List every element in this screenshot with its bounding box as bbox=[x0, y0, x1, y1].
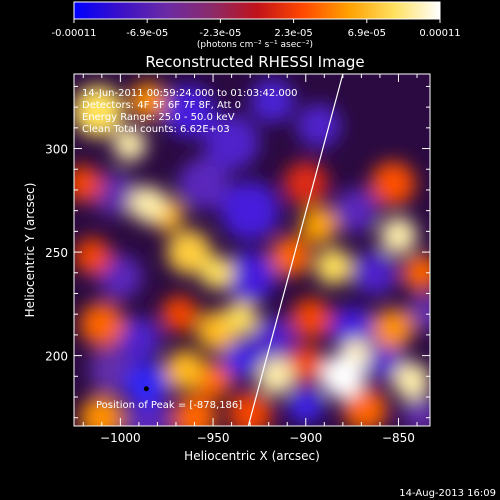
annotation-detectors: Detectors: 4F 5F 6F 7F 8F, Att 0 bbox=[82, 100, 241, 111]
heatmap-blob bbox=[227, 391, 273, 426]
heatmap-blob bbox=[270, 235, 312, 277]
heatmap-blob bbox=[79, 302, 125, 347]
heatmap-blob bbox=[79, 395, 125, 426]
heatmap-blob bbox=[250, 316, 295, 362]
heatmap-blob bbox=[74, 165, 102, 203]
heatmap-blob bbox=[287, 345, 325, 383]
heatmap-blob bbox=[300, 206, 338, 244]
heatmap-blob bbox=[372, 308, 414, 350]
y-axis-label: Heliocentric Y (arcsec) bbox=[23, 183, 37, 318]
heatmap-blob bbox=[250, 78, 295, 124]
heatmap-blob bbox=[363, 339, 405, 381]
colorbar-tick-label: -2.3e-05 bbox=[199, 28, 241, 39]
heatmap-blob bbox=[222, 341, 260, 379]
heatmap-blob bbox=[200, 256, 234, 290]
colorbar: -0.00011 -6.9e-05 -2.3e-05 2.3e-05 6.9e-05 0.… bbox=[52, 1, 461, 50]
colorbar-tick-label: -0.00011 bbox=[52, 28, 97, 39]
heatmap-blob bbox=[379, 216, 418, 255]
heatmap-blob bbox=[287, 386, 325, 424]
heatmap-blob bbox=[392, 361, 430, 399]
annotation-clean-counts: Clean Total counts: 6.62E+03 bbox=[82, 124, 230, 135]
x-tick-label: −950 bbox=[197, 431, 230, 445]
colorbar-tick-label: 2.3e-05 bbox=[274, 28, 312, 39]
heatmap-blob bbox=[129, 82, 167, 120]
y-tick-label: 300 bbox=[45, 143, 68, 157]
heatmap-image bbox=[74, 78, 430, 426]
colorbar-units-label: (photons cm⁻² s⁻¹ asec⁻²) bbox=[197, 40, 313, 50]
minimum-marker bbox=[143, 386, 149, 392]
annotation-time-range: 14-Jun-2011 00:59:24.000 to 01:03:42.000 bbox=[82, 88, 298, 99]
heatmap-blob bbox=[224, 250, 277, 303]
heatmap-blob bbox=[224, 301, 258, 336]
heatmap-blob bbox=[203, 114, 260, 171]
colorbar-strip bbox=[73, 1, 441, 20]
heatmap-blob bbox=[333, 188, 379, 233]
y-tick-label: 200 bbox=[45, 350, 68, 364]
heatmap-blob bbox=[352, 250, 397, 296]
heatmap-blob bbox=[296, 103, 341, 149]
heatmap-blob bbox=[98, 254, 143, 300]
heatmap-blob bbox=[402, 254, 430, 292]
heatmap-blob bbox=[220, 180, 280, 241]
heatmap-blob bbox=[315, 248, 353, 286]
x-tick-label: −1000 bbox=[100, 431, 141, 445]
heatmap-blob bbox=[283, 161, 329, 206]
heatmap-blob bbox=[402, 395, 430, 426]
x-tick-label: −900 bbox=[289, 431, 322, 445]
colorbar-ticks: -0.00011 -6.9e-05 -2.3e-05 2.3e-05 6.9e-05 0.… bbox=[52, 19, 461, 39]
footer-date: 14-Aug-2013 16:09 bbox=[399, 488, 496, 499]
heatmap-blob bbox=[161, 295, 199, 333]
heatmap-blob bbox=[172, 395, 217, 426]
solar-limb-line bbox=[247, 74, 344, 426]
y-tick-label: 250 bbox=[45, 246, 68, 260]
heatmap-blob bbox=[92, 171, 138, 217]
x-tick-label: −850 bbox=[382, 431, 415, 445]
heatmap-blob bbox=[129, 185, 167, 223]
heatmap-blob bbox=[164, 349, 206, 391]
heatmap-blob bbox=[124, 362, 169, 407]
heatmap-blob bbox=[329, 306, 375, 351]
x-axis: −1000 −950 −900 −850 bbox=[82, 74, 418, 445]
colorbar-tick-label: 0.00011 bbox=[419, 28, 460, 39]
heatmap-blob bbox=[112, 127, 147, 162]
heatmap-blob bbox=[125, 399, 171, 426]
heatmap-blob bbox=[257, 357, 295, 395]
annotation-block: 14-Jun-2011 00:59:24.000 to 01:03:42.000… bbox=[82, 88, 298, 135]
image-plot: 14-Jun-2011 00:59:24.000 to 01:03:42.000… bbox=[45, 73, 431, 445]
y-axis: 200 250 300 bbox=[45, 85, 430, 419]
heatmap-blob bbox=[407, 293, 430, 331]
colorbar-tick-label: -6.9e-05 bbox=[126, 28, 168, 39]
heatmap-blob bbox=[370, 161, 416, 206]
heatmap-blob bbox=[163, 85, 215, 138]
chart-title: Reconstructed RHESSI Image bbox=[145, 53, 364, 71]
heatmap-blob bbox=[166, 229, 212, 275]
heatmap-blob bbox=[342, 387, 388, 426]
colorbar-tick-label: 6.9e-05 bbox=[348, 28, 386, 39]
x-axis-label: Heliocentric X (arcsec) bbox=[184, 449, 320, 463]
plot-frame bbox=[73, 73, 431, 427]
peak-position-label: Position of Peak = [-878,186] bbox=[96, 400, 242, 411]
heatmap-blob bbox=[320, 354, 366, 399]
annotation-energy-range: Energy Range: 25.0 - 50.0 keV bbox=[82, 112, 235, 123]
heatmap-blob bbox=[290, 297, 332, 339]
heatmap-blob bbox=[116, 316, 162, 362]
heatmap-blob bbox=[177, 157, 230, 210]
heatmap-blob bbox=[88, 347, 134, 393]
heatmap-blob bbox=[74, 237, 112, 275]
heatmap-blob bbox=[74, 85, 125, 138]
